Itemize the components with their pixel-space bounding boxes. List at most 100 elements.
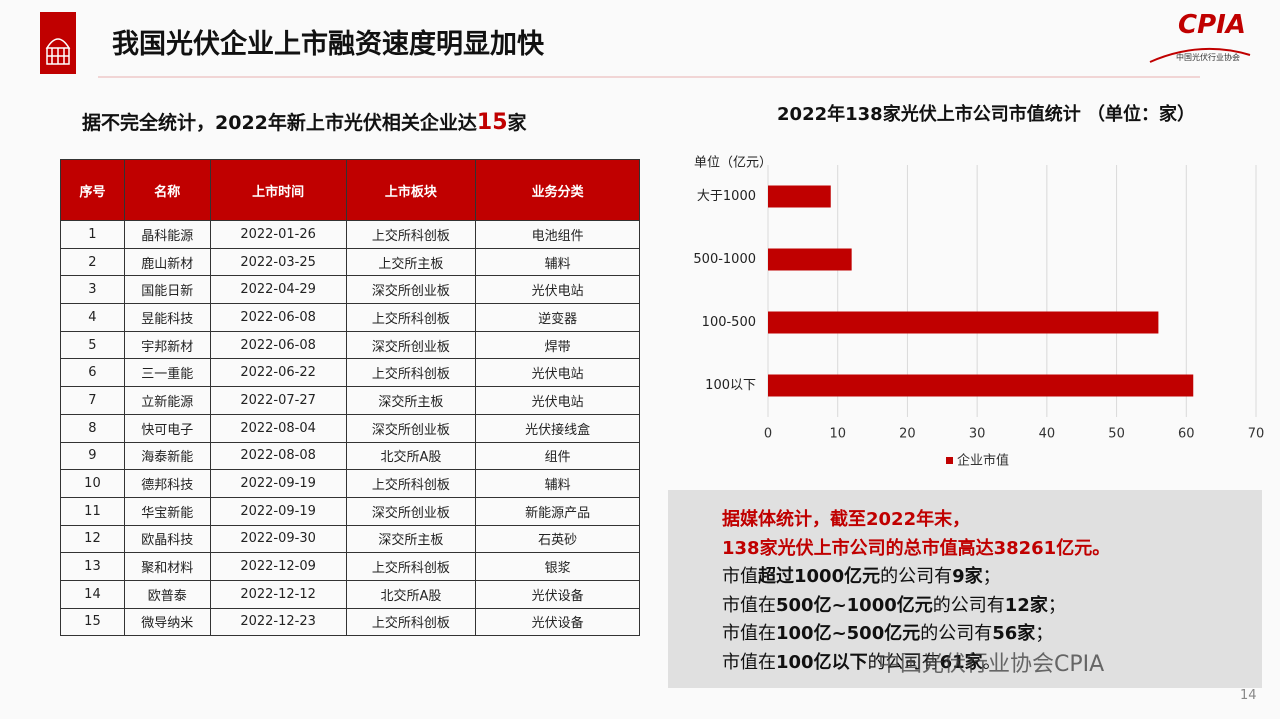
table-cell: 2022-12-23 — [209, 607, 347, 637]
table-cell: 欧晶科技 — [123, 524, 211, 554]
table-cell: 光伏接线盒 — [475, 413, 640, 443]
note-part: 12家 — [1004, 594, 1048, 616]
table-cell: 光伏电站 — [475, 275, 640, 305]
table-row: 10 德邦科技 2022-09-19 上交所科创板 辅料 — [60, 469, 640, 498]
table-row: 2 鹿山新材 2022-03-25 上交所主板 辅料 — [60, 247, 640, 277]
table-row: 13 聚和材料 2022-12-09 上交所科创板 银浆 — [60, 552, 640, 581]
table-cell: 上交所主板 — [345, 247, 477, 277]
table-row: 15 微导纳米 2022-12-23 上交所科创板 光伏设备 — [60, 607, 640, 637]
table-cell: 2022-12-12 — [209, 579, 347, 609]
table-cell: 2 — [60, 247, 125, 277]
x-tick-label: 0 — [764, 427, 772, 442]
note-part: 的公司有 — [880, 566, 953, 587]
table-cell: 光伏设备 — [475, 607, 640, 637]
table-row: 5 宇邦新材 2022-06-08 深交所创业板 焊带 — [60, 330, 640, 360]
bar — [768, 185, 831, 208]
notes-box — [668, 490, 1262, 688]
note-part: ； — [1035, 623, 1054, 644]
column-header: 名称 — [123, 159, 211, 221]
table-cell: 石英砂 — [475, 524, 640, 554]
table-cell: 2022-06-08 — [209, 330, 347, 360]
table-cell: 2022-09-19 — [209, 469, 347, 498]
note-part: 138家光伏上市公司的总市值高达38261亿元。 — [722, 537, 1111, 559]
table-cell: 上交所科创板 — [345, 552, 477, 581]
legend-label: 企业市值 — [957, 453, 1009, 469]
bar — [768, 311, 1159, 334]
table-row: 4 昱能科技 2022-06-08 上交所科创板 逆变器 — [60, 303, 640, 332]
table-cell: 2022-06-22 — [209, 358, 347, 388]
table-cell: 2022-03-25 — [209, 247, 347, 277]
icon-glyph — [45, 38, 71, 65]
table-cell: 辅料 — [475, 247, 640, 277]
note-part: 据媒体统计，截至2022年末， — [722, 509, 971, 530]
table-cell: 光伏设备 — [475, 579, 640, 609]
table-row: 3 国能日新 2022-04-29 深交所创业板 光伏电站 — [60, 275, 640, 305]
table-cell: 深交所主板 — [345, 386, 477, 415]
table-cell: 4 — [60, 303, 125, 332]
table-cell: 12 — [60, 524, 125, 554]
logo: CPIA — [1178, 10, 1246, 40]
table-row: 1 晶科能源 2022-01-26 上交所科创板 电池组件 — [60, 220, 640, 249]
note-part: 市值 — [722, 566, 758, 587]
table-cell: 华宝新能 — [123, 496, 211, 526]
note-line: 市值在100亿~500亿元的公司有56家； — [722, 620, 1110, 649]
subtitle: 据不完全统计，2022年新上市光伏相关企业达15家 — [82, 108, 527, 135]
table-cell: 上交所科创板 — [345, 220, 477, 249]
x-tick-label: 40 — [1039, 427, 1056, 442]
axis-label: 单位（亿元） — [694, 156, 772, 171]
note-line: 据媒体统计，截至2022年末， — [722, 506, 1110, 535]
y-tick-label: 100以下 — [705, 378, 756, 393]
table-cell: 三一重能 — [123, 358, 211, 388]
table-cell: 8 — [60, 413, 125, 443]
table-cell: 光伏电站 — [475, 358, 640, 388]
table-cell: 7 — [60, 386, 125, 415]
table-cell: 晶科能源 — [123, 220, 211, 249]
column-header: 业务分类 — [475, 159, 640, 221]
table-cell: 2022-08-04 — [209, 413, 347, 443]
logo-arc — [1149, 47, 1251, 63]
table-cell: 海泰新能 — [123, 441, 211, 471]
table-cell: 上交所科创板 — [345, 469, 477, 498]
table-cell: 上交所科创板 — [345, 607, 477, 637]
table-cell: 10 — [60, 469, 125, 498]
notes: 据媒体统计，截至2022年末， 138家光伏上市公司的总市值高达38261亿元。市… — [722, 506, 1110, 677]
note-part: 100亿~500亿元 — [776, 623, 921, 644]
table-cell: 2022-09-30 — [209, 524, 347, 554]
table-cell: 2022-08-08 — [209, 441, 347, 471]
bar — [768, 248, 852, 271]
table-row: 11 华宝新能 2022-09-19 深交所创业板 新能源产品 — [60, 496, 640, 526]
table-cell: 快可电子 — [123, 413, 211, 443]
table-cell: 2022-09-19 — [209, 496, 347, 526]
note-part: 超过1000亿元 — [758, 566, 881, 587]
page-number: 14 — [1240, 688, 1257, 703]
table-cell: 深交所创业板 — [345, 496, 477, 526]
table-cell: 3 — [60, 275, 125, 305]
table-cell: 6 — [60, 358, 125, 388]
bar — [768, 374, 1194, 397]
table-cell: 深交所主板 — [345, 524, 477, 554]
slide-title: 我国光伏企业上市融资速度明显加快 — [112, 29, 544, 60]
note-part: 100亿以下 — [776, 651, 868, 673]
table-cell: 2022-04-29 — [209, 275, 347, 305]
table-cell: 2022-06-08 — [209, 303, 347, 332]
note-line: 市值超过1000亿元的公司有9家； — [722, 563, 1110, 592]
table-cell: 15 — [60, 607, 125, 637]
table-cell: 立新能源 — [123, 386, 211, 415]
note-part: 市值在 — [722, 594, 776, 616]
table-cell: 9 — [60, 441, 125, 471]
table-cell: 11 — [60, 496, 125, 526]
table-cell: 德邦科技 — [123, 469, 211, 498]
x-tick-label: 20 — [899, 427, 916, 442]
table-cell: 辅料 — [475, 469, 640, 498]
y-tick-label: 大于1000 — [697, 189, 756, 204]
note-part: 56家 — [992, 623, 1036, 644]
subtitle-part: 家 — [507, 112, 527, 134]
column-header: 上市板块 — [345, 159, 477, 221]
table-cell: 新能源产品 — [475, 496, 640, 526]
subtitle-part: 据不完全统计，2022年新上市光伏相关企业达 — [82, 112, 477, 134]
x-tick-label: 30 — [969, 427, 986, 442]
note-line: 138家光伏上市公司的总市值高达38261亿元。 — [722, 535, 1110, 564]
note-line: 市值在100亿以下的公司有61家。 — [722, 649, 1110, 678]
y-tick-label: 500-1000 — [693, 252, 756, 267]
